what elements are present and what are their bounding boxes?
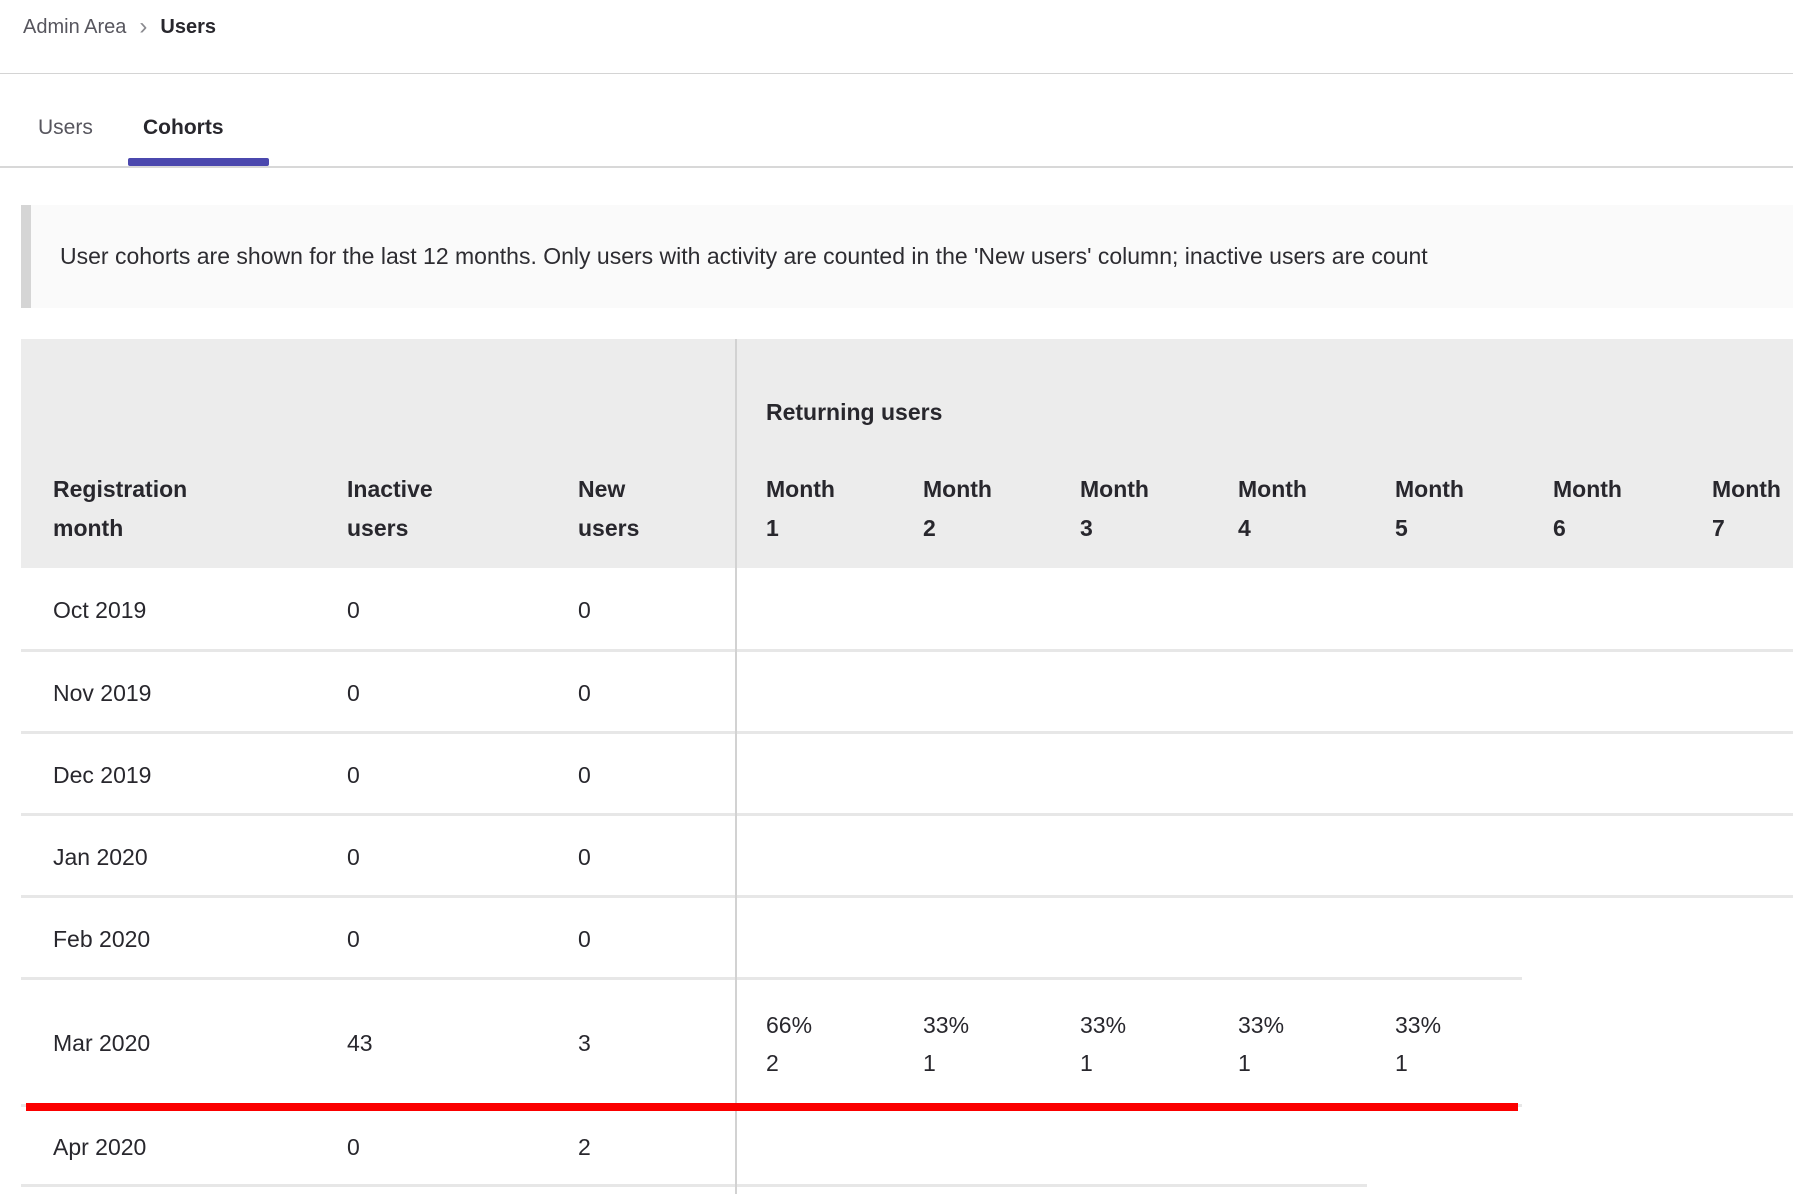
returning-users-group-header: Returning users [766,399,943,425]
inactive-users-cell: 43 [347,1030,373,1056]
info-banner-text: User cohorts are shown for the last 12 m… [60,243,1428,269]
column-header-registration-month: Registration month [53,476,188,541]
breadcrumb-item-users: Users [160,15,216,38]
table-row-oct-2019: Oct 2019 0 0 [21,568,1793,652]
table-row-feb-2020: Feb 2020 0 0 [21,898,1793,980]
table-row-jan-2020: Jan 2020 0 0 [21,816,1793,898]
new-users-cell: 0 [578,679,591,706]
new-users-cell: 0 [578,596,591,623]
tab-bar: Users Cohorts [0,90,1793,168]
returning-users-month-3-cell: 33% 1 [1080,980,1126,1107]
returning-users-month-1-cell: 66% 2 [766,980,812,1107]
inactive-users-cell: 0 [347,761,360,788]
row-divider [21,731,1793,734]
inactive-users-cell: 0 [347,925,360,952]
returning-count: 1 [1238,1049,1251,1076]
inactive-users-cell: 0 [347,679,360,706]
column-header-month-2: Month 2 [923,476,992,541]
info-banner: User cohorts are shown for the last 12 m… [21,205,1793,308]
returning-count: 2 [766,1049,779,1076]
new-users-cell: 0 [578,843,591,870]
breadcrumb-chevron-icon: › [139,13,148,40]
column-header-new-users: New users [578,476,640,541]
returning-users-column-divider [735,339,737,1194]
column-header-inactive-users: Inactive users [347,476,433,541]
column-header-month-3: Month 3 [1080,476,1149,541]
returning-count: 1 [923,1049,936,1076]
returning-percentage: 33% [1080,1011,1127,1038]
active-tab-indicator [128,158,269,166]
returning-users-month-2-cell: 33% 1 [923,980,969,1107]
annotation-red-line [26,1103,1518,1111]
returning-users-month-5-cell: 33% 1 [1395,980,1441,1107]
new-users-cell: 2 [578,1133,591,1160]
info-banner-left-bar [21,205,31,308]
table-row-nov-2019: Nov 2019 0 0 [21,652,1793,734]
new-users-cell: 3 [578,1030,591,1056]
returning-count: 1 [1395,1049,1408,1076]
registration-month-cell: Mar 2020 [53,1030,151,1056]
returning-count: 1 [1080,1049,1093,1076]
breadcrumb: Admin Area › Users [23,8,216,46]
column-header-month-6: Month 6 [1553,476,1622,541]
table-row-apr-2020: Apr 2020 0 2 [21,1107,1793,1187]
table-row-dec-2019: Dec 2019 0 0 [21,734,1793,816]
returning-percentage: 33% [1238,1011,1285,1038]
breadcrumb-item-admin-area[interactable]: Admin Area [23,15,127,38]
returning-users-month-4-cell: 33% 1 [1238,980,1284,1107]
registration-month-cell: Nov 2019 [53,679,152,706]
returning-percentage: 33% [923,1011,970,1038]
new-users-cell: 0 [578,761,591,788]
registration-month-cell: Oct 2019 [53,596,147,623]
row-divider [21,1184,1367,1187]
registration-month-cell: Feb 2020 [53,925,151,952]
tab-cohorts[interactable]: Cohorts [143,116,224,139]
inactive-users-cell: 0 [347,1133,360,1160]
table-row-mar-2020: Mar 2020 43 3 66% 2 33% 1 33% 1 33% 1 33… [21,980,1793,1107]
new-users-cell: 0 [578,925,591,952]
row-divider [21,813,1793,816]
inactive-users-cell: 0 [347,843,360,870]
cohorts-table-header: Returning users Registration month Inact… [21,339,1793,568]
header-divider [0,73,1793,74]
registration-month-cell: Apr 2020 [53,1133,147,1160]
cohorts-table-body: Oct 2019 0 0 Nov 2019 0 0 Dec 2019 0 0 J… [21,568,1793,1187]
inactive-users-cell: 0 [347,596,360,623]
row-divider [21,977,1522,980]
registration-month-cell: Dec 2019 [53,761,152,788]
returning-percentage: 66% [766,1011,813,1038]
returning-percentage: 33% [1395,1011,1442,1038]
column-header-month-1: Month 1 [766,476,835,541]
tab-users[interactable]: Users [38,116,93,139]
column-header-month-4: Month 4 [1238,476,1307,541]
column-header-month-5: Month 5 [1395,476,1464,541]
registration-month-cell: Jan 2020 [53,843,148,870]
row-divider [21,895,1793,898]
row-divider [21,649,1793,652]
column-header-month-7: Month 7 [1712,476,1781,541]
